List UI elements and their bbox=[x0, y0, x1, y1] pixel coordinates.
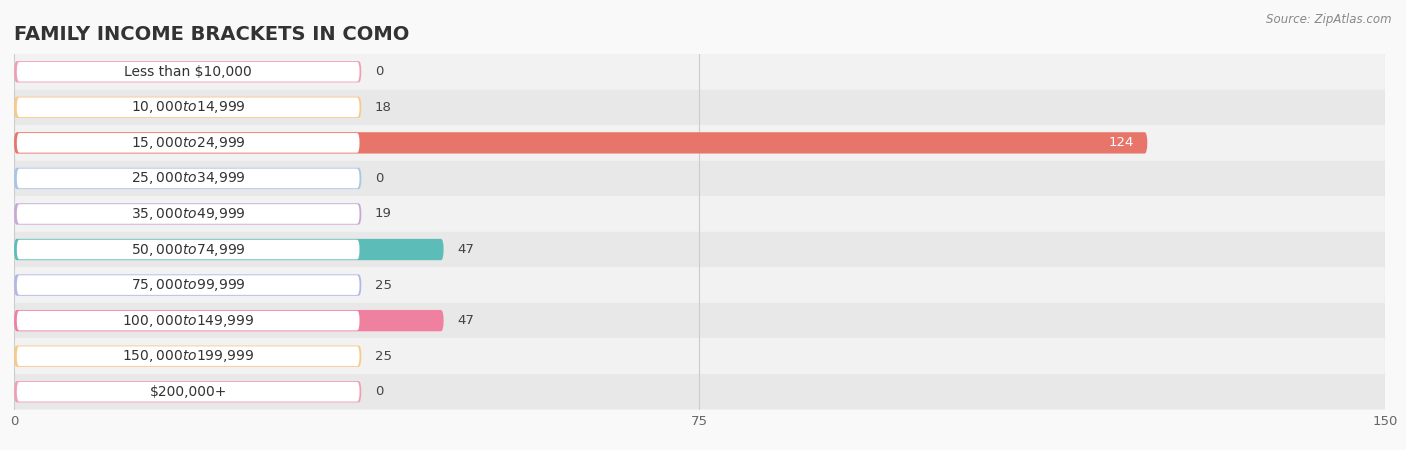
FancyBboxPatch shape bbox=[17, 275, 360, 295]
FancyBboxPatch shape bbox=[14, 161, 1385, 196]
FancyBboxPatch shape bbox=[14, 125, 1385, 161]
FancyBboxPatch shape bbox=[17, 169, 360, 188]
Text: 19: 19 bbox=[375, 207, 392, 220]
Text: $10,000 to $14,999: $10,000 to $14,999 bbox=[131, 99, 246, 115]
FancyBboxPatch shape bbox=[14, 346, 361, 367]
FancyBboxPatch shape bbox=[14, 203, 361, 225]
Text: 18: 18 bbox=[375, 101, 392, 114]
Text: 124: 124 bbox=[1108, 136, 1133, 149]
Text: 0: 0 bbox=[375, 65, 384, 78]
FancyBboxPatch shape bbox=[17, 382, 360, 401]
FancyBboxPatch shape bbox=[14, 274, 361, 296]
FancyBboxPatch shape bbox=[14, 303, 1385, 338]
FancyBboxPatch shape bbox=[17, 346, 360, 366]
Text: $75,000 to $99,999: $75,000 to $99,999 bbox=[131, 277, 246, 293]
FancyBboxPatch shape bbox=[17, 98, 360, 117]
FancyBboxPatch shape bbox=[14, 239, 444, 260]
FancyBboxPatch shape bbox=[14, 97, 361, 118]
Text: 25: 25 bbox=[375, 350, 392, 363]
Text: $200,000+: $200,000+ bbox=[149, 385, 226, 399]
Text: Less than $10,000: Less than $10,000 bbox=[124, 65, 252, 79]
FancyBboxPatch shape bbox=[14, 338, 1385, 374]
FancyBboxPatch shape bbox=[17, 62, 360, 81]
Text: 0: 0 bbox=[375, 172, 384, 185]
Text: $150,000 to $199,999: $150,000 to $199,999 bbox=[122, 348, 254, 364]
Text: $50,000 to $74,999: $50,000 to $74,999 bbox=[131, 242, 246, 257]
Text: FAMILY INCOME BRACKETS IN COMO: FAMILY INCOME BRACKETS IN COMO bbox=[14, 25, 409, 44]
FancyBboxPatch shape bbox=[14, 310, 444, 331]
FancyBboxPatch shape bbox=[14, 90, 1385, 125]
Text: $25,000 to $34,999: $25,000 to $34,999 bbox=[131, 171, 246, 186]
Text: $35,000 to $49,999: $35,000 to $49,999 bbox=[131, 206, 246, 222]
FancyBboxPatch shape bbox=[14, 54, 1385, 90]
FancyBboxPatch shape bbox=[14, 61, 361, 82]
FancyBboxPatch shape bbox=[14, 374, 1385, 410]
Text: 0: 0 bbox=[375, 385, 384, 398]
Text: $15,000 to $24,999: $15,000 to $24,999 bbox=[131, 135, 246, 151]
FancyBboxPatch shape bbox=[14, 132, 1147, 153]
FancyBboxPatch shape bbox=[14, 381, 361, 402]
FancyBboxPatch shape bbox=[14, 232, 1385, 267]
Text: 47: 47 bbox=[457, 243, 474, 256]
FancyBboxPatch shape bbox=[17, 133, 360, 153]
Text: 47: 47 bbox=[457, 314, 474, 327]
FancyBboxPatch shape bbox=[17, 311, 360, 330]
Text: $100,000 to $149,999: $100,000 to $149,999 bbox=[122, 313, 254, 328]
Text: Source: ZipAtlas.com: Source: ZipAtlas.com bbox=[1267, 14, 1392, 27]
FancyBboxPatch shape bbox=[14, 168, 361, 189]
FancyBboxPatch shape bbox=[17, 204, 360, 224]
FancyBboxPatch shape bbox=[14, 267, 1385, 303]
Text: 25: 25 bbox=[375, 279, 392, 292]
FancyBboxPatch shape bbox=[17, 240, 360, 259]
FancyBboxPatch shape bbox=[14, 196, 1385, 232]
